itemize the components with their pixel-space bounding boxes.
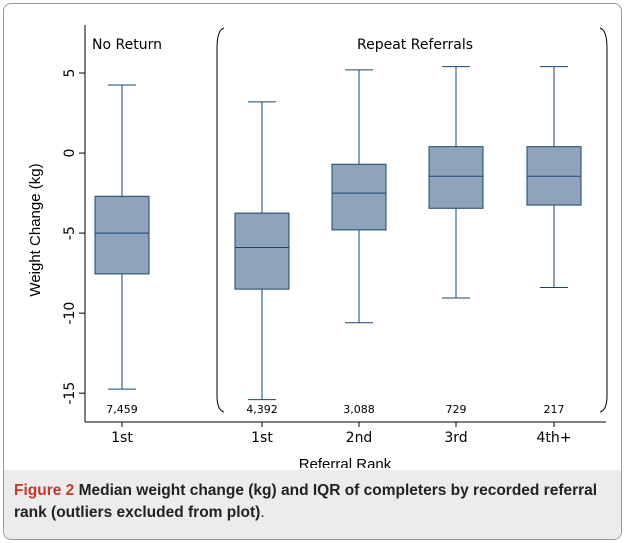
y-tick-label: 5 — [62, 69, 78, 78]
count-label: 3,088 — [343, 403, 375, 416]
group-bracket — [599, 27, 608, 413]
box — [428, 146, 484, 209]
x-tick-label: 4th+ — [537, 430, 572, 446]
y-tick-label: 0 — [62, 149, 78, 158]
y-axis-title: Weight Change (kg) — [27, 163, 44, 296]
x-axis-title: Referral Rank — [299, 456, 392, 468]
caption: Figure 2 Median weight change (kg) and I… — [4, 470, 621, 539]
group-label: Repeat Referrals — [357, 37, 473, 53]
count-label: 217 — [544, 403, 565, 416]
y-tick-label: -15 — [62, 382, 78, 405]
x-tick-label: 1st — [251, 430, 273, 446]
y-tick-label: -10 — [62, 302, 78, 325]
group-label: No Return — [92, 37, 162, 53]
box — [331, 163, 387, 231]
caption-text: Median weight change (kg) and IQR of com… — [14, 482, 598, 521]
x-tick-label: 1st — [111, 430, 133, 446]
caption-label: Figure 2 — [14, 482, 75, 499]
figure-frame — [3, 3, 622, 540]
box — [234, 212, 290, 290]
group-bracket — [216, 27, 225, 413]
count-label: 7,459 — [106, 403, 138, 416]
caption-end: . — [260, 504, 265, 521]
count-label: 4,392 — [246, 403, 278, 416]
box — [94, 195, 150, 275]
chart: No Return Repeat Referrals Weight Change… — [27, 25, 608, 468]
x-tick-label: 2nd — [346, 430, 373, 446]
x-tick-label: 3rd — [444, 430, 467, 446]
count-label: 729 — [446, 403, 467, 416]
y-tick-label: -5 — [62, 226, 78, 240]
